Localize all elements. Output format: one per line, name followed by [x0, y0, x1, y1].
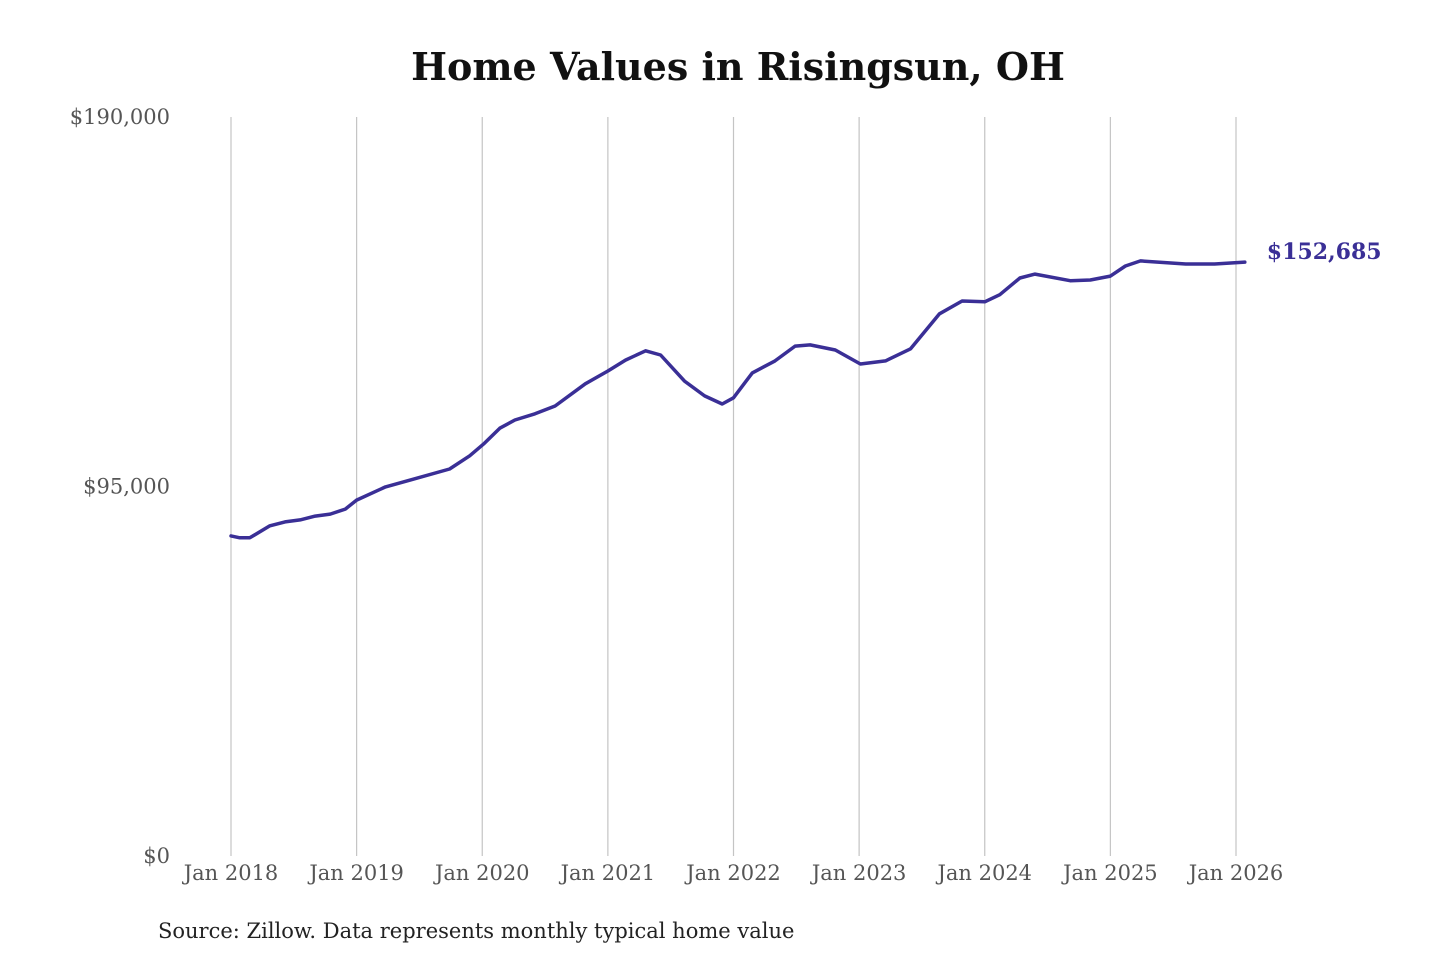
grid-lines [230, 117, 1237, 856]
x-axis-ticks: Jan 2018 Jan 2019 Jan 2020 Jan 2021 Jan 2022… [182, 861, 1284, 885]
x-tick-label: Jan 2022 [684, 861, 781, 885]
x-tick-label: Jan 2025 [1061, 861, 1158, 885]
x-tick-label: Jan 2019 [307, 861, 404, 885]
x-tick-label: Jan 2021 [559, 861, 656, 885]
y-tick-label: $95,000 [83, 475, 170, 499]
y-tick-label: $0 [143, 844, 170, 868]
x-tick-label: Jan 2024 [935, 861, 1032, 885]
x-tick-label: Jan 2023 [810, 861, 907, 885]
x-tick-label: Jan 2020 [433, 861, 530, 885]
series-line-home-value [229, 259, 1247, 540]
y-tick-label: $190,000 [70, 105, 170, 129]
x-tick-label: Jan 2026 [1187, 861, 1284, 885]
y-axis-ticks: $0 $95,000 $190,000 [70, 105, 170, 868]
chart-title: Home Values in Risingsun, OH [411, 44, 1065, 89]
source-note: Source: Zillow. Data represents monthly … [158, 919, 794, 943]
end-value-label: $152,685 [1267, 239, 1382, 265]
x-tick-label: Jan 2018 [182, 861, 279, 885]
